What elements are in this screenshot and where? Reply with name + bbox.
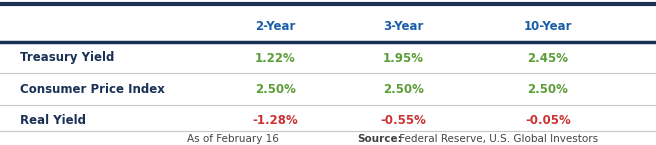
- Text: -0.55%: -0.55%: [380, 114, 426, 127]
- Text: 1.22%: 1.22%: [255, 51, 296, 65]
- Text: 3-Year: 3-Year: [383, 20, 424, 33]
- Text: 2.50%: 2.50%: [255, 83, 296, 96]
- Text: As of February 16: As of February 16: [187, 134, 279, 144]
- Text: 2.45%: 2.45%: [527, 51, 568, 65]
- Text: Source:: Source:: [358, 134, 402, 144]
- Text: -0.05%: -0.05%: [525, 114, 571, 127]
- Text: Consumer Price Index: Consumer Price Index: [20, 83, 165, 96]
- Text: -1.28%: -1.28%: [253, 114, 298, 127]
- Text: Treasury Yield: Treasury Yield: [20, 51, 114, 65]
- Text: 10-Year: 10-Year: [523, 20, 572, 33]
- Text: Real Yield: Real Yield: [20, 114, 86, 127]
- Text: 2.50%: 2.50%: [527, 83, 568, 96]
- Text: 1.95%: 1.95%: [383, 51, 424, 65]
- Text: 2-Year: 2-Year: [255, 20, 296, 33]
- Text: Federal Reserve, U.S. Global Investors: Federal Reserve, U.S. Global Investors: [396, 134, 598, 144]
- Text: 2.50%: 2.50%: [383, 83, 424, 96]
